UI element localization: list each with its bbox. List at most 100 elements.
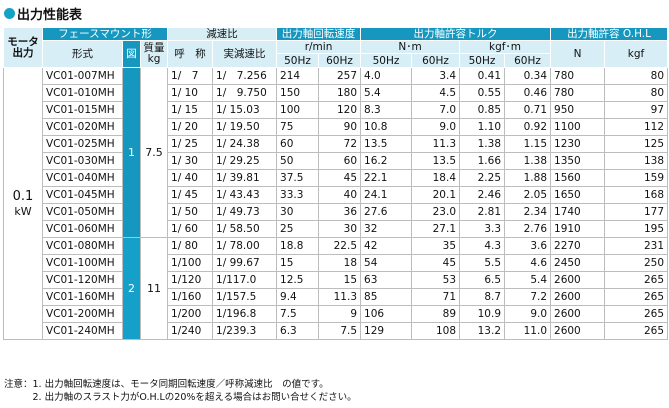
torque-nm-50hz-cell: 42 — [360, 237, 413, 255]
model-cell: VC01-100MH — [42, 254, 123, 272]
torque-nm-60hz-cell: 7.0 — [411, 101, 461, 119]
torque-nm-60hz-cell: 23.0 — [411, 203, 461, 221]
table-row: VC01-020MH 1/ 20 1/ 19.50 75 90 10.8 9.0 1.10 0.… — [4, 118, 669, 136]
nominal-ratio-cell: 1/ 10 — [167, 84, 214, 102]
speed-60hz-cell: 72 — [318, 135, 362, 153]
table-row: VC01-100MH 1/100 1/ 99.67 15 18 54 45 5.5 4.6 245… — [4, 254, 669, 272]
ohl-n-cell: 2450 — [550, 254, 606, 272]
torque-nm-60hz-cell: 20.1 — [411, 186, 461, 204]
table-row: VC01-040MH 1/ 40 1/ 39.81 37.5 45 22.1 18.4 2.2… — [4, 169, 669, 187]
torque-nm-60hz-cell: 35 — [411, 237, 461, 255]
model-header: 形式 — [42, 40, 123, 68]
mass-cell: 11 — [139, 237, 169, 340]
nominal-ratio-cell: 1/ 15 — [167, 101, 214, 119]
speed-60hz-cell: 257 — [318, 67, 362, 85]
speed-60hz-cell: 120 — [318, 101, 362, 119]
motor-value: 0.1 — [12, 188, 34, 204]
speed-60hz-header: 60Hz — [318, 53, 362, 68]
torque-nm-60hz-cell: 3.4 — [411, 67, 461, 85]
ohl-kgf-cell: 177 — [604, 203, 669, 221]
mass-cell: 7.5 — [139, 67, 169, 238]
nominal-ratio-cell: 1/ 45 — [167, 186, 214, 204]
ohl-kgf-cell: 195 — [604, 220, 669, 238]
ohl-n-cell: 2600 — [550, 305, 606, 323]
notes: 注意：1. 出力軸回転速度は、モータ同期回転速度／呼称減速比 の値です。 2. … — [4, 378, 357, 404]
torque-kgf-header: kgf･m — [459, 40, 552, 54]
nominal-ratio-cell: 1/160 — [167, 288, 214, 306]
speed-50hz-cell: 150 — [276, 84, 320, 102]
table-row: VC01-010MH 1/ 10 1/ 9.750 150 180 5.4 4.5 0.55 0… — [4, 84, 669, 102]
actual-ratio-cell: 1/ 24.38 — [212, 135, 278, 153]
ohl-n-cell: 2270 — [550, 237, 606, 255]
ohl-n-cell: 1560 — [550, 169, 606, 187]
torque-kgf-50hz-cell: 8.7 — [459, 288, 506, 306]
model-cell: VC01-040MH — [42, 169, 123, 187]
torque-nm-header: N･m — [360, 40, 461, 54]
model-cell: VC01-015MH — [42, 101, 123, 119]
speed-60hz-cell: 45 — [318, 169, 362, 187]
speed-60hz-cell: 11.3 — [318, 288, 362, 306]
ohl-n-cell: 780 — [550, 67, 606, 85]
nominal-ratio-cell: 1/ 80 — [167, 237, 214, 255]
nominal-ratio-cell: 1/ 7 — [167, 67, 214, 85]
ohl-kgf-cell: 231 — [604, 237, 669, 255]
torque-nm-50hz-cell: 16.2 — [360, 152, 413, 170]
ohl-kgf-cell: 250 — [604, 254, 669, 272]
speed-50hz-cell: 15 — [276, 254, 320, 272]
model-cell: VC01-200MH — [42, 305, 123, 323]
torque-nm-50hz-cell: 8.3 — [360, 101, 413, 119]
torque-nm-50hz-cell: 63 — [360, 271, 413, 289]
ohl-kgf-cell: 159 — [604, 169, 669, 187]
speed-50hz-cell: 6.3 — [276, 322, 320, 340]
actual-ratio-cell: 1/ 49.73 — [212, 203, 278, 221]
model-cell: VC01-240MH — [42, 322, 123, 340]
speed-50hz-cell: 18.8 — [276, 237, 320, 255]
torque-nm-50hz-cell: 22.1 — [360, 169, 413, 187]
speed-unit-header: r/min — [276, 40, 362, 54]
torque-nm-50hz-cell: 24.1 — [360, 186, 413, 204]
torque-header: 出力軸許容トルク — [360, 27, 552, 41]
ohl-n-cell: 950 — [550, 101, 606, 119]
speed-header: 出力軸回転速度 — [276, 27, 362, 41]
nominal-ratio-cell: 1/ 30 — [167, 152, 214, 170]
ohl-kgf-cell: 97 — [604, 101, 669, 119]
actual-ratio-cell: 1/ 99.67 — [212, 254, 278, 272]
ohl-n-cell: 1230 — [550, 135, 606, 153]
nominal-ratio-cell: 1/ 40 — [167, 169, 214, 187]
ohl-header: 出力軸許容 O.H.L — [550, 27, 669, 41]
title-text: 出力性能表 — [17, 7, 83, 23]
torque-kgf-50hz-cell: 6.5 — [459, 271, 506, 289]
ohl-kgf-cell: 265 — [604, 288, 669, 306]
actual-ratio-cell: 1/ 39.81 — [212, 169, 278, 187]
speed-60hz-cell: 9 — [318, 305, 362, 323]
actual-ratio-cell: 1/239.3 — [212, 322, 278, 340]
torque-kgf-60hz-cell: 0.34 — [504, 67, 552, 85]
torque-nm-50hz-cell: 54 — [360, 254, 413, 272]
torque-nm-60hz-cell: 53 — [411, 271, 461, 289]
table-row: VC01-200MH 1/200 1/196.8 7.5 9 106 89 10.9 9.0 26… — [4, 305, 669, 323]
actual-ratio-cell: 1/ 29.25 — [212, 152, 278, 170]
bullet-dot-icon — [4, 7, 15, 19]
speed-60hz-cell: 90 — [318, 118, 362, 136]
speed-50hz-cell: 7.5 — [276, 305, 320, 323]
model-cell: VC01-045MH — [42, 186, 123, 204]
torque-nm-60hz-cell: 13.5 — [411, 152, 461, 170]
ohl-kgf-cell: 265 — [604, 322, 669, 340]
model-cell: VC01-050MH — [42, 203, 123, 221]
torque-nm-50hz-cell: 5.4 — [360, 84, 413, 102]
speed-50hz-cell: 75 — [276, 118, 320, 136]
page-title: 出力性能表 — [4, 4, 83, 23]
speed-50hz-cell: 100 — [276, 101, 320, 119]
torque-nm-50hz-header: 50Hz — [360, 53, 413, 68]
torque-kgf-60hz-cell: 0.46 — [504, 84, 552, 102]
model-cell: VC01-020MH — [42, 118, 123, 136]
model-cell: VC01-080MH — [42, 237, 123, 255]
fig-cell: 1 — [122, 67, 141, 238]
nominal-ratio-cell: 1/ 60 — [167, 220, 214, 238]
torque-nm-60hz-header: 60Hz — [411, 53, 461, 68]
actual-ratio-cell: 1/ 43.43 — [212, 186, 278, 204]
nominal-ratio-cell: 1/240 — [167, 322, 214, 340]
torque-kgf-50hz-cell: 4.3 — [459, 237, 506, 255]
speed-60hz-cell: 30 — [318, 220, 362, 238]
table-row: VC01-050MH 1/ 50 1/ 49.73 30 36 27.6 23.0 2.81 2… — [4, 203, 669, 221]
